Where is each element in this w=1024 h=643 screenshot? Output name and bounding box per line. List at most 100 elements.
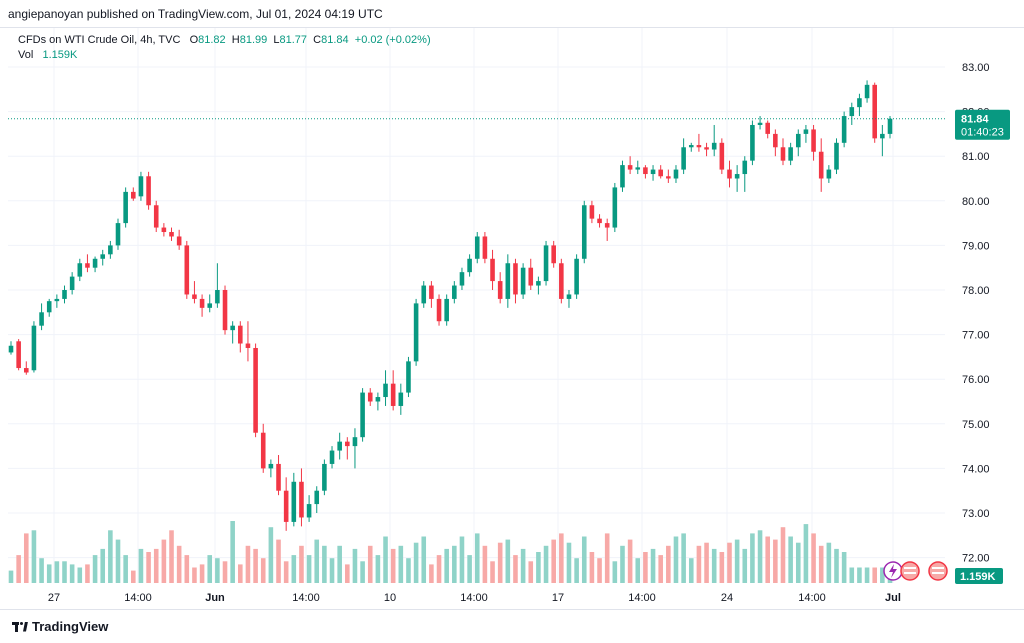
- price-axis: 83.0082.0081.0080.0079.0078.0077.0076.00…: [962, 62, 990, 565]
- volume-bar: [551, 539, 556, 583]
- candle: [23, 361, 29, 375]
- candle: [192, 281, 197, 304]
- event-icons[interactable]: [883, 561, 948, 581]
- candle: [635, 160, 641, 175]
- volume-bar: [230, 521, 235, 583]
- volume-bar: [459, 536, 465, 583]
- volume-bar: [696, 545, 702, 583]
- volume-bar: [765, 536, 770, 583]
- candle-body: [245, 343, 251, 348]
- candle-body: [528, 267, 534, 286]
- time-tick-label: 14:00: [460, 592, 488, 604]
- candle: [329, 446, 335, 469]
- volume-bar: [658, 555, 663, 583]
- flag-stripe-icon: [932, 572, 944, 574]
- candle-body: [581, 205, 587, 259]
- candle-body: [161, 227, 167, 233]
- candle: [482, 232, 488, 264]
- volume-bar: [413, 542, 419, 583]
- candle: [490, 249, 495, 290]
- candle: [811, 124, 816, 161]
- candle: [696, 133, 702, 152]
- chart-area[interactable]: [0, 27, 1024, 610]
- volume-bar: [643, 552, 648, 583]
- candle: [497, 272, 503, 304]
- candle-body: [375, 397, 381, 402]
- volume-bar: [666, 545, 671, 583]
- candle: [750, 120, 755, 166]
- volume-bar: [322, 545, 327, 583]
- volume-bar: [536, 552, 541, 583]
- candle: [436, 294, 442, 326]
- symbol-label[interactable]: CFDs on WTI Crude Oil, 4h, TVC: [18, 34, 181, 46]
- candle: [887, 116, 893, 139]
- candle-body: [398, 392, 404, 406]
- volume-bar: [795, 542, 801, 583]
- candle: [818, 138, 824, 192]
- candle-body: [520, 267, 526, 295]
- grid-lines: [8, 28, 945, 583]
- volume-bar: [421, 536, 427, 583]
- volume-bar: [146, 552, 151, 583]
- candle: [215, 263, 220, 308]
- candle-body: [131, 191, 136, 199]
- candle-body: [467, 258, 472, 273]
- candle: [161, 223, 167, 237]
- volume-bar: [627, 539, 633, 583]
- low-label: L: [273, 34, 280, 46]
- volume-bar: [520, 548, 526, 583]
- candle-body: [421, 285, 427, 304]
- candle-body: [681, 147, 686, 170]
- candle-body: [872, 84, 878, 139]
- candle-body: [77, 263, 83, 277]
- volume-label[interactable]: Vol: [18, 49, 34, 61]
- volume-bar: [750, 533, 755, 583]
- volume-bar: [8, 570, 14, 583]
- volume-bar: [490, 561, 495, 583]
- candle: [62, 285, 67, 304]
- candle: [176, 229, 182, 250]
- candle: [864, 80, 870, 103]
- price-tag-countdown: 01:40:23: [961, 127, 1004, 139]
- candle: [566, 290, 572, 308]
- volume-bar: [199, 564, 205, 583]
- candle: [230, 321, 235, 344]
- volume-bar: [153, 548, 159, 583]
- tradingview-brand[interactable]: TradingView: [12, 619, 108, 634]
- volume-bar: [444, 548, 449, 583]
- candle-body: [138, 176, 144, 197]
- volume-bar: [566, 542, 572, 583]
- candle: [742, 156, 748, 192]
- candle-body: [276, 463, 281, 491]
- candle-body: [360, 392, 365, 438]
- volume-bar: [834, 548, 839, 583]
- candle: [222, 285, 228, 335]
- candle-body: [750, 124, 755, 161]
- candle: [803, 124, 809, 143]
- volume-bar: [734, 539, 740, 583]
- volume-bar: [131, 570, 136, 583]
- volume-bar: [192, 567, 197, 583]
- publisher-line: angiepanoyan published on TradingView.co…: [8, 7, 383, 21]
- candle-body: [69, 276, 75, 290]
- candle: [314, 486, 320, 513]
- volume-bar: [238, 564, 243, 583]
- time-tick-label: 27: [48, 592, 60, 604]
- price-tick-label: 72.00: [962, 553, 990, 565]
- candle-body: [658, 169, 663, 177]
- volume-bar: [650, 548, 656, 583]
- candle: [880, 124, 885, 157]
- candle-body: [490, 258, 495, 282]
- candle-body: [406, 361, 411, 393]
- candle: [260, 423, 266, 473]
- high-value: 81.99: [239, 34, 268, 46]
- candle: [834, 138, 839, 175]
- candle-body: [788, 147, 793, 161]
- candle-body: [222, 290, 228, 331]
- volume-bar: [245, 545, 251, 583]
- volume-bar: [62, 561, 67, 583]
- time-tick-label: 14:00: [798, 592, 826, 604]
- volume-value: 1.159K: [42, 49, 78, 61]
- last-price-tag: 81.84 01:40:23: [955, 109, 1010, 140]
